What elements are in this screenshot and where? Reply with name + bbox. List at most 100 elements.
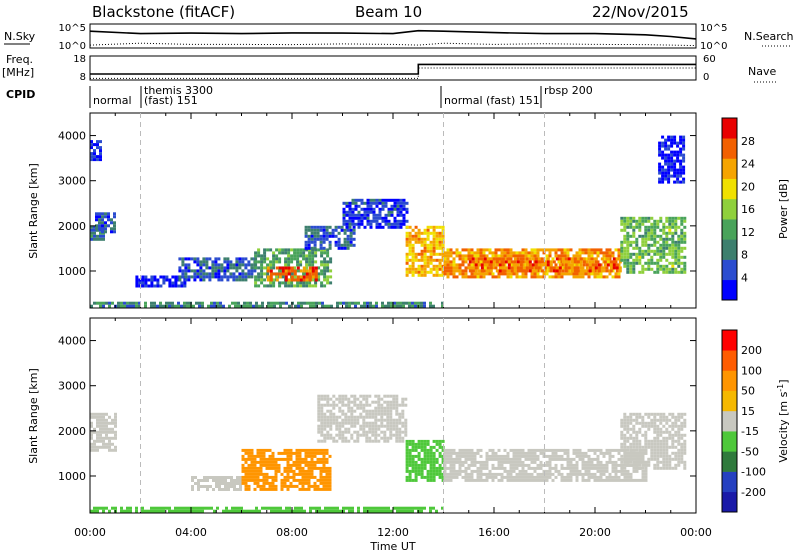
velocity-region-1 [191,476,242,491]
velocity-colorbar-tick: -15 [741,425,759,438]
velocity-colorbar-tick: 100 [741,364,762,377]
beam-title: Beam 10 [355,3,422,21]
velocity-colorbar-segment [722,390,737,412]
cpid-segment-normal: normal [93,94,132,107]
freq-label-line1: Freq. [6,53,33,66]
freq-left-tick-top: 18 [73,54,86,65]
power-colorbar-segment [722,118,737,139]
velocity-ytick-label: 3000 [58,380,86,393]
freq-panel-frame [89,55,697,81]
time-tick-label: 00:00 [680,526,712,539]
noise-right-tick-top: 10^5 [700,23,727,34]
velocity-region-2 [241,448,332,491]
power-colorbar-segment [722,259,737,281]
time-tick-label: 12:00 [377,526,409,539]
velocity-colorbar-tick: 200 [741,344,762,357]
freq-right-tick-top: 60 [703,54,716,65]
noise-left-tick-top: 10^5 [59,23,86,34]
power-ytick-label: 4000 [58,130,86,143]
velocity-colorbar-tick: 15 [741,405,755,418]
noise-left-label: N.Sky [4,30,36,43]
power-colorbar-segment [722,158,737,179]
power-colorbar-tick: 28 [741,135,755,148]
velocity-ytick-label: 2000 [58,425,86,438]
velocity-colorbar-tick: -100 [741,466,766,479]
velocity-region-5 [443,448,648,482]
power-region-14 [90,301,444,308]
velocity-panel: 1000 2000 3000 4000 Slant Range [km] 200 100… [27,317,790,514]
velocity-region-3 [317,394,408,443]
power-region-0 [90,140,102,162]
freq-left-tick-bottom: 8 [80,72,86,83]
noise-panel-frame [89,23,697,49]
time-tick-label: 08:00 [276,526,308,539]
power-panel: 1000 2000 3000 4000 Slant Range [km] 4 8 12 16… [27,112,790,309]
noise-series-0 [89,29,697,40]
velocity-colorbar-tick: -50 [741,445,759,458]
power-region-11 [468,257,622,273]
power-colorbar-segment [722,279,737,301]
velocity-panel-frame [89,317,697,514]
cpid-segment-fast: (fast) 151 [144,94,198,107]
power-colorbar-segment [722,198,737,220]
velocity-colorbar-tick: 50 [741,385,755,398]
noise-panel: N.Sky 10^5 10^0 10^5 10^0 N.Search [4,23,794,52]
velocity-region-7 [90,506,444,513]
power-ylabel: Slant Range [km] [27,163,40,259]
cpid-segment-normal-fast: normal (fast) 151 [444,94,540,107]
velocity-region-6 [620,412,687,470]
velocity-colorbar-tick: -200 [741,486,766,499]
power-region-8 [342,198,409,229]
velocity-colorbar-segment [722,410,737,432]
nave-series [90,67,696,79]
freq-panel: Freq. [MHz] 18 8 60 0 Nave [2,53,778,83]
velocity-colorbar-segment [722,350,737,371]
power-ytick-label: 3000 [58,175,86,188]
power-colorbar-segment [722,219,737,240]
power-colorbar-tick: 4 [741,271,748,284]
station-title: Blackstone (fitACF) [92,3,235,21]
power-region-12 [620,216,687,274]
time-tick-label: 04:00 [175,526,207,539]
xaxis-label: Time UT [369,540,415,553]
velocity-colorbar-segment [722,431,737,452]
velocity-region-0 [90,412,117,452]
cpid-panel: CPID normal themis 3300 (fast) 151 norma… [6,84,593,108]
power-colorbar-segment [722,178,737,200]
velocity-colorbar-segment [722,451,737,472]
velocity-ytick-label: 4000 [58,335,86,348]
freq-series [90,63,696,75]
velocity-colorbar-segment [722,471,737,493]
noise-left-tick-bottom: 10^0 [59,41,86,52]
power-colorbar-tick: 24 [741,158,755,171]
velocity-colorbar-segment [722,330,737,351]
velocity-region-4 [405,439,445,482]
noise-right-tick-bottom: 10^0 [700,41,727,52]
power-colorbar-tick: 20 [741,180,755,193]
power-colorbar-tick: 12 [741,226,755,239]
power-colorbar-label: Power [dB] [777,179,790,239]
freq-right-tick-bottom: 0 [703,72,709,83]
time-tick-label: 00:00 [74,526,106,539]
velocity-colorbar-segment [722,491,737,513]
power-region-9 [405,225,445,277]
cpid-segment-rbsp: rbsp 200 [544,84,593,97]
power-ytick-label: 2000 [58,220,86,233]
noise-series-1 [89,42,697,47]
velocity-colorbar-segment [722,370,737,391]
velocity-ytick-label: 1000 [58,470,86,483]
velocity-ylabel: Slant Range [km] [27,368,40,464]
power-region-7 [304,225,356,250]
power-colorbar-segment [722,138,737,159]
cpid-segment-themis: themis 3300 [144,84,213,97]
noise-right-label: N.Search [744,30,794,43]
power-colorbar-tick: 8 [741,249,748,262]
power-region-2 [95,212,116,234]
power-region-13 [658,135,686,184]
power-region-4 [178,257,257,282]
freq-right-label: Nave [748,65,776,78]
power-colorbar-tick: 16 [741,203,755,216]
power-ytick-label: 1000 [58,265,86,278]
time-tick-label: 16:00 [478,526,510,539]
